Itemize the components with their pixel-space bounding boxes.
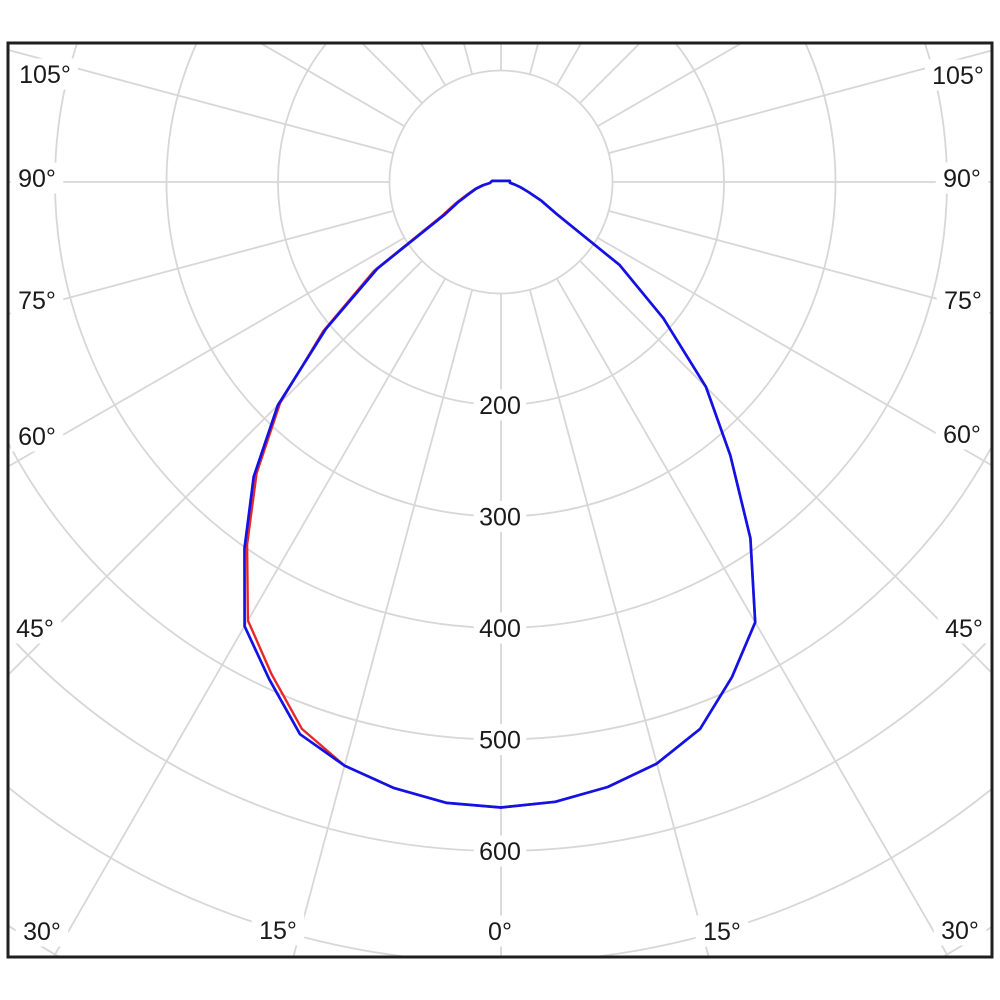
grid-spoke — [9, 209, 394, 315]
grid-spoke — [9, 236, 405, 467]
angle-label-right: 105° — [932, 62, 984, 90]
axis-labels: 200 300 400 500 600 105° 90° 75° 60° 45° 105° 90° 75… — [9, 58, 991, 947]
angle-label-right-bg — [937, 612, 991, 644]
angle-label-bottom-bg — [933, 914, 987, 946]
radial-tick-label: 300 — [479, 504, 521, 532]
angle-label-bottom-bg — [480, 915, 520, 947]
angle-label-bottom-bg — [15, 915, 69, 947]
grid-spoke — [579, 260, 991, 673]
chart-frame — [6, 41, 994, 959]
angle-label-right: 75° — [944, 287, 982, 315]
grid-spoke — [608, 49, 991, 155]
angle-label-right-bg — [925, 59, 991, 91]
angle-label-left-bg — [9, 612, 62, 644]
angle-label-right-bg — [935, 418, 989, 450]
grid-spoke — [608, 209, 991, 315]
angle-label-bottom: 30° — [23, 918, 61, 946]
grid-spoke — [292, 289, 474, 956]
angle-label-bottom-bg — [251, 914, 305, 946]
angle-label-left: 75° — [18, 287, 56, 315]
radial-tick-label: 600 — [479, 838, 521, 866]
radial-tick-label: 500 — [479, 727, 521, 755]
angle-label-right-bg — [935, 162, 989, 194]
radial-tick-label: 400 — [479, 615, 521, 643]
grid-spoke — [53, 278, 447, 956]
radial-tick-label-bg — [473, 724, 527, 755]
blue-curve — [243, 179, 757, 809]
radial-tick-label-bg — [473, 501, 527, 532]
angle-label-left: 105° — [19, 61, 71, 89]
radial-tick-label-bg — [473, 389, 527, 421]
angle-label-bottom: 15° — [259, 917, 297, 945]
angle-label-left: 90° — [18, 165, 56, 193]
angle-label-bottom: 0° — [488, 918, 512, 946]
angle-label-bottom-bg — [695, 915, 749, 947]
grid-spoke — [555, 278, 949, 956]
angle-label-left-bg — [10, 284, 64, 316]
angle-label-right: 45° — [945, 615, 983, 643]
angle-label-left-bg — [10, 162, 64, 194]
radial-tick-label: 200 — [479, 392, 521, 420]
grid-spoke — [597, 236, 991, 466]
angle-label-bottom: 30° — [941, 917, 979, 945]
radial-tick-label-bg — [473, 835, 527, 867]
grid-spoke — [9, 49, 394, 155]
angle-label-bottom: 15° — [703, 918, 741, 946]
angle-label-right-bg — [936, 284, 990, 316]
radial-tick-label-bg — [473, 612, 527, 644]
angle-label-left-bg — [10, 420, 64, 452]
angle-label-left-bg — [12, 58, 78, 90]
angle-label-left: 45° — [16, 615, 54, 643]
angle-label-right: 60° — [943, 421, 981, 449]
grid-spoke — [528, 289, 710, 956]
angle-label-left: 60° — [18, 423, 56, 451]
angle-label-right: 90° — [943, 165, 981, 193]
